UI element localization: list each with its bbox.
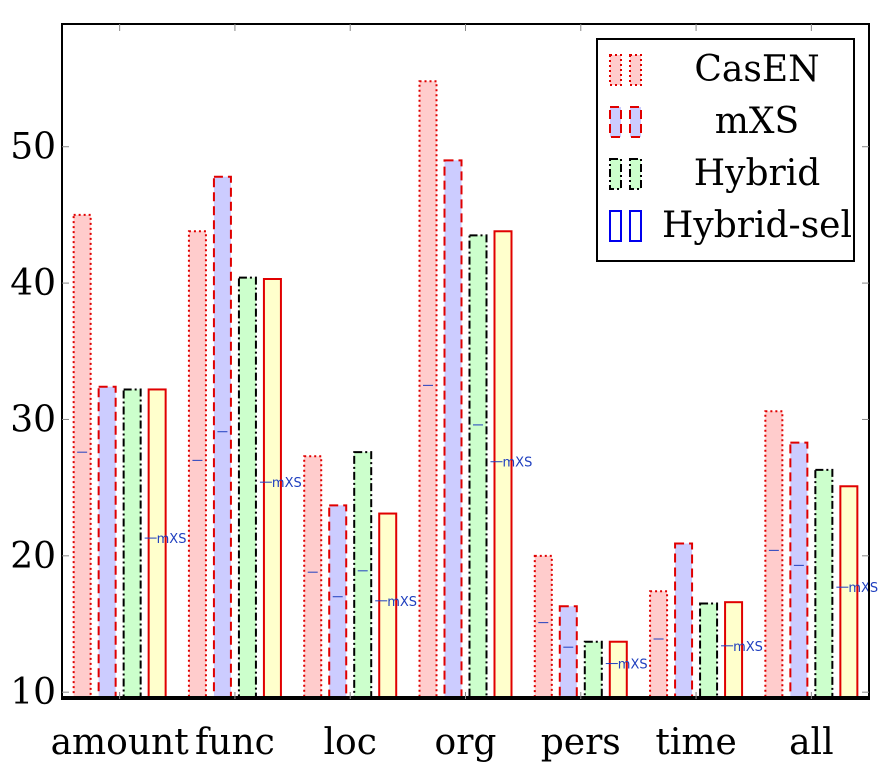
bar-casen-amount: [72, 213, 92, 698]
bar-hybrid-org: [468, 234, 488, 698]
bar-hybrid-amount: [122, 388, 142, 698]
category-label-loc: loc: [324, 722, 377, 763]
annotation-label-loc: mXS: [387, 595, 417, 610]
bar-hybrid-func: [237, 276, 257, 698]
bar-casen-all: [764, 410, 784, 698]
bar-mxs-org: [443, 159, 463, 698]
y-tick-label-40: 40: [10, 263, 56, 304]
y-tick-label-10: 10: [10, 672, 56, 713]
category-label-all: all: [789, 722, 834, 763]
category-label-pers: pers: [541, 722, 621, 763]
bar-mxs-func: [212, 175, 232, 698]
legend: CasEN mXS Hybrid Hybrid-sel: [596, 38, 855, 262]
bar-hybrid-time: [699, 602, 719, 699]
legend-swatch-mxs: [609, 106, 622, 138]
bar-hybrid-loc: [353, 451, 373, 698]
category-label-func: func: [195, 722, 275, 763]
bar-casen-func: [187, 230, 207, 698]
bar-hybrid-pers: [583, 640, 603, 699]
bar-casen-pers: [533, 554, 553, 698]
category-label-time: time: [655, 722, 736, 763]
legend-label-hybrid: Hybrid: [694, 153, 821, 194]
bar-mxs-all: [789, 441, 809, 698]
annotation-label-pers: mXS: [618, 658, 648, 673]
legend-label-hybrid-sel: Hybrid-sel: [662, 205, 852, 246]
legend-swatch-casen: [609, 54, 622, 86]
category-label-amount: amount: [51, 722, 190, 763]
y-tick-label-20: 20: [10, 536, 56, 577]
y-tick-label-30: 30: [10, 399, 56, 440]
legend-swatch2-mxs: [629, 106, 642, 138]
legend-swatch2-hybrid: [629, 158, 642, 190]
bar-casen-loc: [303, 455, 323, 699]
legend-swatch-hybrid: [609, 158, 622, 190]
bar-casen-time: [649, 590, 669, 698]
ticks-layer: 10 20 30 40 50 amount func loc org pers time all: [10, 24, 869, 763]
legend-swatch2-hybrid-sel: [629, 210, 642, 242]
category-label-org: org: [435, 722, 497, 763]
bar-mxs-loc: [328, 504, 348, 699]
annotation-label-func: mXS: [272, 476, 302, 491]
bar-mxs-amount: [97, 385, 117, 698]
markers-layer: [77, 384, 804, 648]
annotation-label-amount: mXS: [157, 532, 187, 547]
legend-swatch-hybrid-sel: [609, 210, 622, 242]
legend-label-casen: CasEN: [694, 49, 819, 90]
annotation-label-org: mXS: [503, 456, 533, 471]
annotations-layer: mXS mXS mXS mXS mXS mXS mXS: [144, 456, 878, 673]
annotation-label-all: mXS: [848, 581, 878, 596]
bars-layer: [72, 80, 859, 699]
bar-casen-org: [418, 80, 438, 699]
bar-mxs-pers: [558, 605, 578, 698]
bar-hybrid-all: [814, 468, 834, 698]
bar-mxs-time: [674, 542, 694, 699]
annotation-label-time: mXS: [733, 640, 763, 655]
y-tick-label-50: 50: [10, 127, 56, 168]
legend-swatch2-casen: [629, 54, 642, 86]
legend-label-mxs: mXS: [715, 101, 799, 142]
